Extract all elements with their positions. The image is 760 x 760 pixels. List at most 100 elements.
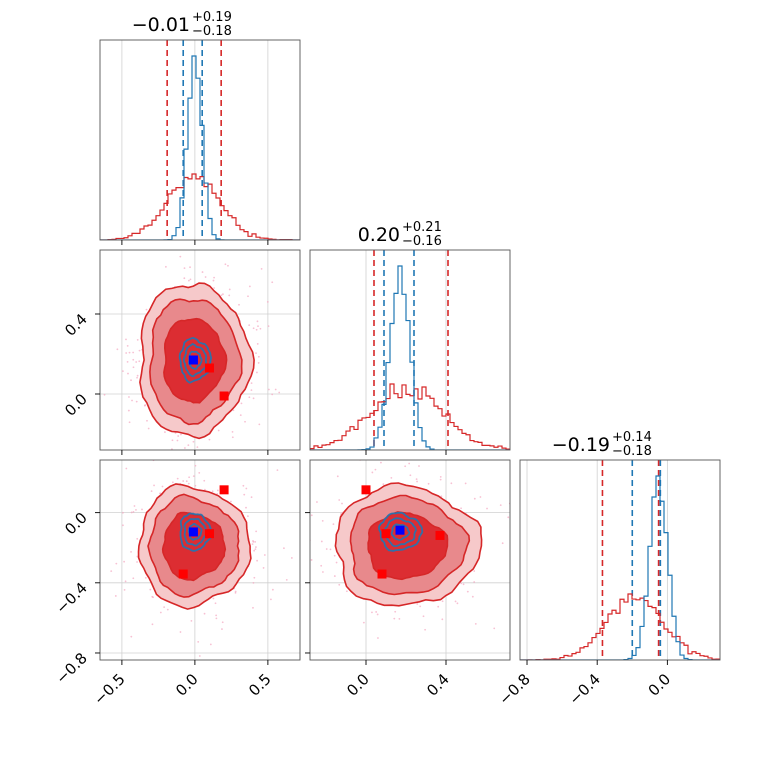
sample-dot — [176, 439, 179, 442]
sample-dot — [240, 402, 243, 405]
sample-dot — [147, 427, 150, 430]
sample-dot — [418, 465, 420, 467]
sample-dot — [454, 600, 457, 603]
sample-dot — [507, 516, 510, 519]
sample-dot — [212, 279, 215, 282]
sample-dot — [404, 465, 407, 468]
sample-dot — [258, 423, 261, 426]
sample-dot — [228, 288, 231, 291]
sample-dot — [376, 613, 379, 616]
sample-dot — [132, 510, 135, 513]
sample-dot — [255, 546, 257, 548]
sample-dot — [329, 548, 332, 551]
sample-dot — [124, 580, 127, 583]
sample-dot — [116, 348, 119, 351]
sample-dot — [161, 485, 164, 488]
sample-dot — [136, 374, 139, 377]
sample-dot — [393, 617, 396, 620]
panel-p1-vs-p0 — [100, 221, 300, 450]
sample-dot — [238, 303, 240, 306]
sample-dot — [390, 442, 392, 444]
sample-dot — [440, 495, 443, 498]
title-minus-1: −0.16 — [402, 234, 442, 249]
sample-dot — [287, 554, 289, 556]
sample-dot — [183, 267, 186, 270]
sample-dot — [256, 320, 259, 323]
sample-dot — [151, 595, 154, 598]
sample-dot — [338, 499, 341, 501]
sample-dot — [257, 362, 260, 364]
sample-dot — [255, 328, 258, 331]
sample-dot — [268, 388, 270, 391]
sample-dot — [244, 420, 246, 423]
y-tick-label: 0.0 — [61, 390, 91, 420]
sample-dot — [215, 614, 218, 617]
sample-dot — [499, 504, 502, 507]
sample-dot — [192, 440, 195, 443]
sample-dot — [171, 481, 174, 484]
sample-dot — [250, 496, 253, 499]
sample-dot — [259, 327, 262, 330]
sample-dot — [130, 379, 132, 382]
red-histogram-2 — [520, 593, 720, 660]
sample-dot — [203, 612, 206, 615]
sample-dot — [427, 482, 430, 485]
sample-dot — [398, 618, 401, 620]
sample-dot — [263, 554, 266, 556]
sample-dot — [254, 541, 257, 543]
sample-dot — [422, 615, 425, 618]
blue-histogram-1 — [310, 265, 510, 450]
sample-dot — [394, 610, 397, 613]
blue-marker — [188, 355, 198, 365]
sample-dot — [211, 490, 214, 493]
sample-dot — [310, 559, 313, 561]
sample-dot — [230, 500, 232, 503]
sample-dot — [266, 301, 269, 303]
title-0: −0.01 — [132, 14, 190, 36]
sample-dot — [382, 456, 384, 458]
sample-dot — [204, 221, 206, 223]
sample-dot — [110, 570, 113, 573]
red-marker — [178, 569, 188, 579]
diag-frame-0 — [99, 39, 301, 241]
blue-contour-2 — [183, 517, 209, 547]
sample-dot — [141, 508, 143, 511]
sample-dot — [135, 400, 138, 403]
sample-dot — [253, 576, 256, 579]
sample-dot — [103, 393, 106, 396]
sample-dot — [213, 287, 216, 289]
sample-dot — [136, 376, 138, 379]
sample-dot — [212, 597, 215, 600]
sample-dot — [213, 276, 215, 279]
sample-dot — [493, 627, 496, 630]
sample-dot — [177, 435, 180, 437]
frame-p1-vs-p0 — [99, 249, 301, 451]
sample-dot — [450, 482, 453, 485]
sample-dot — [221, 628, 223, 630]
sample-dot — [250, 389, 253, 392]
sample-dot — [224, 263, 227, 266]
sample-dot — [176, 477, 179, 480]
red-marker — [219, 391, 229, 401]
title-minus-0: −0.18 — [192, 24, 232, 39]
sample-dot — [208, 438, 211, 441]
sample-dot — [325, 548, 328, 550]
red-marker — [204, 529, 214, 539]
sample-dot — [252, 540, 254, 542]
sample-dot — [306, 567, 308, 569]
sample-dot — [486, 507, 488, 510]
sample-dot — [203, 479, 206, 482]
sample-dot — [194, 484, 197, 487]
sample-dot — [125, 467, 128, 470]
sample-dot — [248, 285, 251, 288]
sample-dot — [123, 588, 126, 591]
sample-dot — [252, 606, 254, 609]
diag-frame-2 — [519, 459, 721, 661]
sample-dot — [278, 391, 281, 394]
y-tick-label: 0.4 — [61, 310, 91, 340]
sample-dot — [138, 349, 141, 352]
title-1: 0.20 — [358, 224, 400, 246]
sample-dot — [479, 496, 482, 498]
sample-dot — [271, 588, 274, 591]
